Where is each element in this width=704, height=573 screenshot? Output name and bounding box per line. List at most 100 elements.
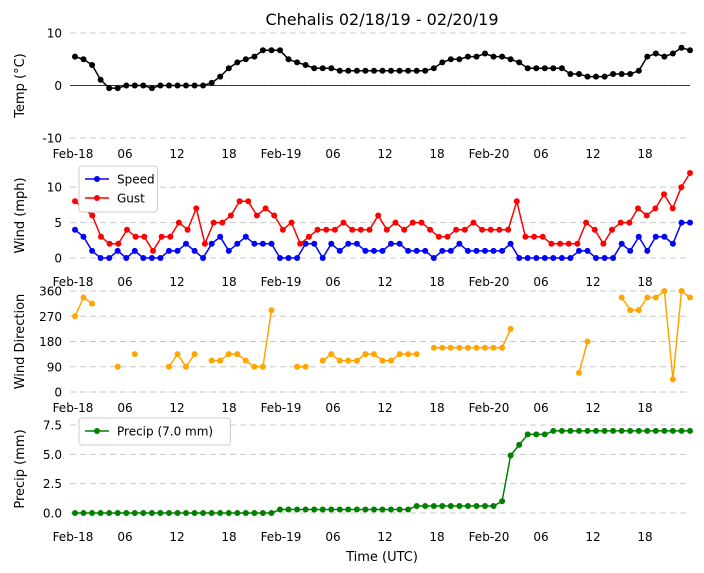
data-point (245, 198, 252, 205)
data-point (678, 184, 685, 191)
y-tick-label: 0.0 (43, 507, 62, 521)
data-point (114, 363, 121, 370)
data-point (311, 65, 318, 72)
data-point (453, 226, 460, 233)
y-axis-label: Temp (°C) (13, 53, 28, 119)
data-point (499, 53, 506, 60)
data-point (516, 441, 523, 448)
data-point (576, 427, 582, 434)
data-point (618, 71, 625, 77)
data-point (487, 226, 494, 233)
data-point (80, 510, 87, 516)
data-point (345, 67, 352, 74)
data-point (533, 65, 540, 72)
data-point (584, 247, 591, 254)
data-point (405, 247, 412, 254)
data-point (490, 503, 497, 509)
data-point (601, 427, 608, 434)
data-point (652, 50, 659, 57)
data-point (482, 344, 488, 351)
data-point (191, 510, 198, 516)
data-point (371, 67, 377, 74)
x-tick-label: 06 (117, 530, 132, 544)
data-point (627, 71, 634, 77)
data-point (362, 67, 369, 74)
data-point (251, 240, 258, 247)
data-point (550, 65, 557, 72)
data-point (388, 240, 394, 247)
x-tick-label: 18 (221, 147, 236, 161)
data-point (217, 233, 224, 240)
data-point (516, 255, 523, 261)
data-point (499, 498, 506, 505)
x-tick-label: 18 (637, 401, 652, 415)
x-tick-label: 18 (637, 530, 652, 544)
y-tick-label: 360 (39, 285, 62, 299)
data-point (302, 62, 309, 68)
data-point (396, 506, 403, 513)
x-tick-label: 18 (429, 530, 444, 544)
data-point (323, 226, 330, 233)
series-speed (72, 219, 693, 261)
x-tick-label: 12 (377, 530, 392, 544)
data-point (383, 226, 390, 233)
data-point (464, 344, 471, 351)
data-point (319, 357, 326, 364)
data-point (140, 82, 147, 89)
data-point (541, 65, 548, 72)
data-point (80, 233, 87, 240)
y-axis-label: Wind Direction (13, 294, 28, 390)
y-tick-label: 5.0 (43, 448, 62, 462)
data-point (567, 427, 574, 434)
legend: Speed Gust (78, 165, 158, 213)
x-tick-label: 06 (533, 147, 548, 161)
data-point (490, 247, 497, 254)
x-tick-label: 12 (377, 401, 392, 415)
panels: -10 0 10 Temp (°C) Feb-18 06 12 18 Feb-19 06 12 18 F… (13, 27, 693, 544)
data-point (72, 313, 78, 320)
data-point (234, 240, 241, 247)
data-point (678, 44, 685, 51)
data-point (439, 247, 446, 254)
data-point (294, 59, 301, 66)
y-tick-label: -10 (42, 132, 62, 146)
data-point (174, 351, 181, 358)
legend: Precip (7.0 mm) (78, 417, 231, 446)
data-point (644, 247, 651, 254)
data-point (72, 510, 78, 516)
data-point (366, 226, 373, 233)
data-point (567, 71, 574, 77)
data-point (626, 219, 633, 226)
data-point (609, 226, 615, 233)
data-point (473, 503, 480, 509)
data-point (158, 233, 165, 240)
data-point (499, 247, 506, 254)
data-point (583, 219, 590, 226)
data-point (533, 255, 540, 261)
data-point (89, 510, 96, 516)
data-point (114, 510, 121, 516)
data-point (288, 219, 295, 226)
data-point (669, 50, 676, 57)
data-point (319, 255, 326, 261)
data-point (669, 205, 676, 212)
data-point (430, 344, 437, 351)
data-point (191, 82, 198, 89)
panel-1: -10 0 10 Temp (°C) Feb-18 06 12 18 Feb-19 06 12 18 F… (13, 27, 693, 161)
y-tick-label: 10 (47, 181, 62, 195)
data-point (635, 233, 642, 240)
data-point (388, 67, 394, 74)
data-point (114, 85, 121, 92)
data-point (479, 226, 486, 233)
data-point (627, 307, 634, 314)
data-point (678, 427, 685, 434)
data-point (550, 427, 557, 434)
data-point (277, 255, 283, 261)
data-point (652, 294, 659, 301)
y-tick-label: 90 (47, 360, 62, 374)
data-point (268, 240, 275, 247)
data-point (294, 506, 301, 513)
data-point (140, 510, 147, 516)
data-point (225, 247, 232, 254)
series-line (168, 352, 196, 369)
